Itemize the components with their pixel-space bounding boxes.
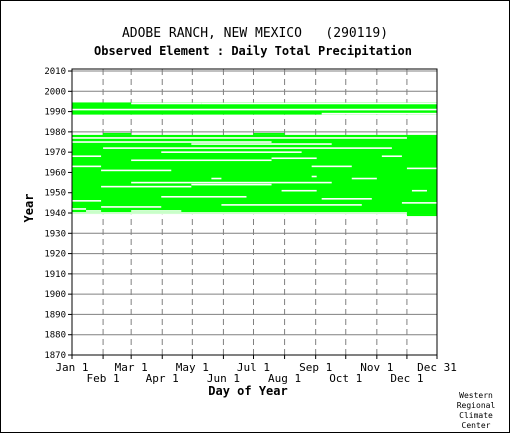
missing-segment: [161, 151, 302, 153]
y-tick-label: 1980: [44, 128, 66, 138]
credit-line: Climate: [459, 411, 493, 420]
missing-segment: [72, 165, 102, 168]
x-tick-label: Dec 31: [417, 361, 457, 374]
missing-segment: [72, 114, 437, 117]
credit-block: Western Regional Climate Center: [457, 391, 496, 430]
missing-segment: [72, 108, 437, 111]
missing-segment: [72, 212, 407, 214]
y-tick-label: 1990: [44, 108, 66, 118]
x-tick-label: Feb 1: [87, 372, 120, 385]
missing-segment: [321, 198, 372, 200]
chart-subtitle: Observed Element : Daily Total Precipita…: [94, 44, 412, 58]
missing-segment: [101, 169, 172, 172]
missing-segment: [131, 102, 202, 105]
missing-segment: [201, 102, 437, 105]
missing-segment: [221, 204, 362, 206]
data-partial-year: [406, 214, 437, 217]
missing-segment: [101, 206, 162, 208]
x-tick-label: Aug 1: [268, 372, 301, 385]
missing-segment: [72, 155, 102, 158]
credit-line: Western: [459, 391, 493, 400]
missing-segment: [281, 189, 317, 192]
y-tick-label: 1920: [44, 250, 66, 260]
missing-segment: [131, 210, 182, 212]
missing-segment: [211, 177, 222, 180]
missing-segment: [311, 165, 352, 168]
missing-segment: [72, 141, 272, 143]
missing-segment: [86, 210, 102, 212]
chart-title: ADOBE RANCH, NEW MEXICO (290119): [122, 26, 388, 41]
y-tick-label: 1870: [44, 351, 66, 361]
data-partial-year: [253, 132, 285, 135]
missing-segment: [72, 214, 407, 216]
x-tick-label: Mar 1: [115, 361, 148, 374]
x-axis-label: Day of Year: [208, 384, 287, 398]
missing-segment: [131, 181, 332, 184]
missing-segment: [271, 157, 317, 160]
data-block: [72, 134, 437, 215]
missing-segment: [72, 200, 102, 202]
x-tick-label: Nov 1: [360, 361, 393, 374]
credit-line: Regional: [457, 401, 496, 410]
y-tick-label: 1950: [44, 189, 66, 199]
data-block: [72, 102, 437, 115]
missing-segment: [411, 189, 427, 192]
y-tick-label: 1970: [44, 148, 66, 158]
missing-segment: [381, 155, 402, 158]
missing-segment: [72, 208, 87, 210]
x-tick-label: Jun 1: [207, 372, 240, 385]
data-partial-year: [72, 102, 132, 105]
missing-segment: [103, 147, 392, 149]
x-tick-label: Jan 1: [55, 361, 88, 374]
data-partial-year: [103, 132, 132, 135]
y-tick-label: 1880: [44, 331, 66, 341]
plot-border: [71, 68, 438, 356]
credit-line: Center: [462, 421, 491, 430]
missing-segment: [406, 167, 437, 170]
missing-segment: [191, 183, 272, 186]
y-tick-label: 1960: [44, 168, 66, 178]
x-tick-label: Apr 1: [146, 372, 179, 385]
y-tick-label: 1930: [44, 229, 66, 239]
y-tick-label: 1940: [44, 209, 66, 219]
missing-segment: [401, 202, 437, 204]
x-tick-label: May 1: [176, 361, 209, 374]
y-tick-label: 1900: [44, 290, 66, 300]
data-partial-year: [406, 136, 437, 139]
missing-segment: [72, 137, 407, 139]
y-tick-label: 1890: [44, 310, 66, 320]
plot-area: 1870 1880 1890 1900 1910 1920 1930 1940 1950 1960…: [44, 67, 457, 385]
missing-segment: [161, 195, 247, 198]
y-axis-label: Year: [22, 194, 36, 223]
x-tick-label: Jul 1: [237, 361, 270, 374]
x-tick-label: Dec 1: [390, 372, 423, 385]
missing-segment: [311, 175, 317, 178]
y-tick-label: 2010: [44, 67, 66, 77]
y-tick-label: 1910: [44, 270, 66, 280]
missing-segment: [101, 185, 192, 188]
missing-segment: [131, 159, 272, 162]
y-tick-label: 2000: [44, 87, 66, 97]
missing-segment: [351, 177, 377, 180]
x-tick-label: Oct 1: [329, 372, 362, 385]
missing-segment: [191, 143, 332, 145]
missing-segment: [321, 112, 437, 115]
x-tick-label: Sep 1: [299, 361, 332, 374]
